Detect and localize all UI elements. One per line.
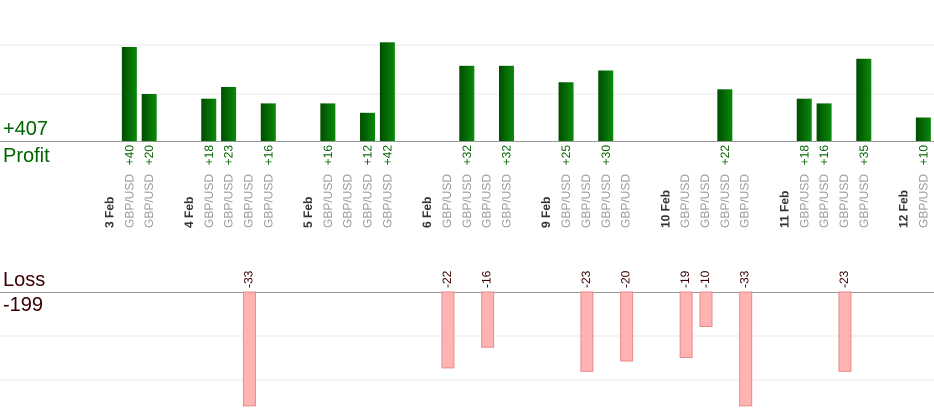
loss-value-label: -33 [241, 270, 255, 288]
profit-bar [221, 86, 237, 141]
profit-value-label: +23 [222, 145, 236, 166]
pair-label: GBP/USD [341, 174, 355, 228]
date-label: 3 Feb [103, 197, 117, 228]
loss-bar [679, 291, 693, 359]
profit-bar [379, 42, 395, 141]
profit-label: Profit [3, 145, 50, 167]
loss-bar [620, 291, 634, 362]
profit-value-label: +40 [122, 145, 136, 166]
date-label: 10 Feb [658, 190, 672, 228]
profit-value-label: +16 [817, 145, 831, 166]
loss-bar [580, 291, 594, 372]
loss-value-label: -10 [698, 270, 712, 288]
profit-value-label: +20 [142, 145, 156, 166]
pair-label: GBP/USD [440, 174, 454, 228]
loss-bar [699, 291, 713, 327]
date-label: 5 Feb [301, 197, 315, 228]
pair-label: GBP/USD [202, 174, 216, 228]
loss-total: -199 [3, 294, 44, 316]
profit-bar [360, 112, 376, 141]
profit-bar [598, 70, 614, 141]
pair-label: GBP/USD [241, 174, 255, 228]
profit-value-label: +18 [202, 145, 216, 166]
profit-bar [320, 103, 336, 141]
loss-value-label: -16 [480, 270, 494, 288]
profit-value-label: +32 [460, 145, 474, 166]
pair-label: GBP/USD [122, 174, 136, 228]
pair-label: GBP/USD [261, 174, 275, 228]
loss-value-label: -23 [579, 270, 593, 288]
profit-bar [796, 98, 812, 141]
profit-bar [141, 94, 157, 141]
pair-label: GBP/USD [857, 174, 871, 228]
pair-label: GBP/USD [599, 174, 613, 228]
pair-label: GBP/USD [579, 174, 593, 228]
pair-label: GBP/USD [380, 174, 394, 228]
pair-label: GBP/USD [678, 174, 692, 228]
profit-value-label: +22 [718, 145, 732, 166]
profit-bar [459, 65, 475, 141]
pair-label: GBP/USD [817, 174, 831, 228]
profit-bar [816, 103, 832, 141]
pair-label: GBP/USD [698, 174, 712, 228]
loss-value-label: -19 [678, 270, 692, 288]
date-label: 6 Feb [420, 197, 434, 228]
loss-bar [441, 291, 455, 369]
profit-value-label: +42 [380, 145, 394, 166]
pair-label: GBP/USD [718, 174, 732, 228]
profit-bar [260, 103, 276, 141]
profit-bar [558, 82, 574, 141]
date-label: 9 Feb [539, 197, 553, 228]
pair-label: GBP/USD [797, 174, 811, 228]
profit-value-label: +35 [857, 145, 871, 166]
pair-label: GBP/USD [361, 174, 375, 228]
loss-value-label: -33 [738, 270, 752, 288]
date-label: 4 Feb [182, 197, 196, 228]
loss-bar [838, 291, 852, 372]
loss-value-label: -20 [619, 270, 633, 288]
pair-label: GBP/USD [142, 174, 156, 228]
pair-label: GBP/USD [619, 174, 633, 228]
pair-label: GBP/USD [916, 174, 930, 228]
profit-value-label: +30 [599, 145, 613, 166]
loss-value-label: -22 [440, 270, 454, 288]
pair-label: GBP/USD [222, 174, 236, 228]
loss-bar [242, 291, 256, 407]
date-label: 12 Feb [897, 190, 911, 228]
pair-label: GBP/USD [738, 174, 752, 228]
pair-label: GBP/USD [460, 174, 474, 228]
profit-value-label: +32 [500, 145, 514, 166]
pair-label: GBP/USD [500, 174, 514, 228]
profit-value-label: +12 [361, 145, 375, 166]
pair-label: GBP/USD [480, 174, 494, 228]
loss-bar [481, 291, 495, 348]
loss-bar [739, 291, 753, 407]
profit-bar [121, 47, 137, 141]
pair-label: GBP/USD [837, 174, 851, 228]
profit-bar [201, 98, 217, 141]
loss-label: Loss [3, 269, 46, 291]
profit-value-label: +18 [797, 145, 811, 166]
profit-bar [499, 65, 514, 141]
profit-bar [915, 117, 931, 141]
profit-bar [856, 58, 872, 141]
pair-label: GBP/USD [559, 174, 573, 228]
profit-value-label: +16 [321, 145, 335, 166]
pair-label: GBP/USD [321, 174, 335, 228]
loss-value-label: -23 [837, 270, 851, 288]
profit-value-label: +16 [261, 145, 275, 166]
profit-bar [717, 89, 733, 141]
date-label: 11 Feb [777, 191, 791, 228]
profit-total: +407 [3, 118, 49, 140]
profit-value-label: +10 [916, 145, 930, 166]
profit-value-label: +25 [559, 145, 573, 166]
